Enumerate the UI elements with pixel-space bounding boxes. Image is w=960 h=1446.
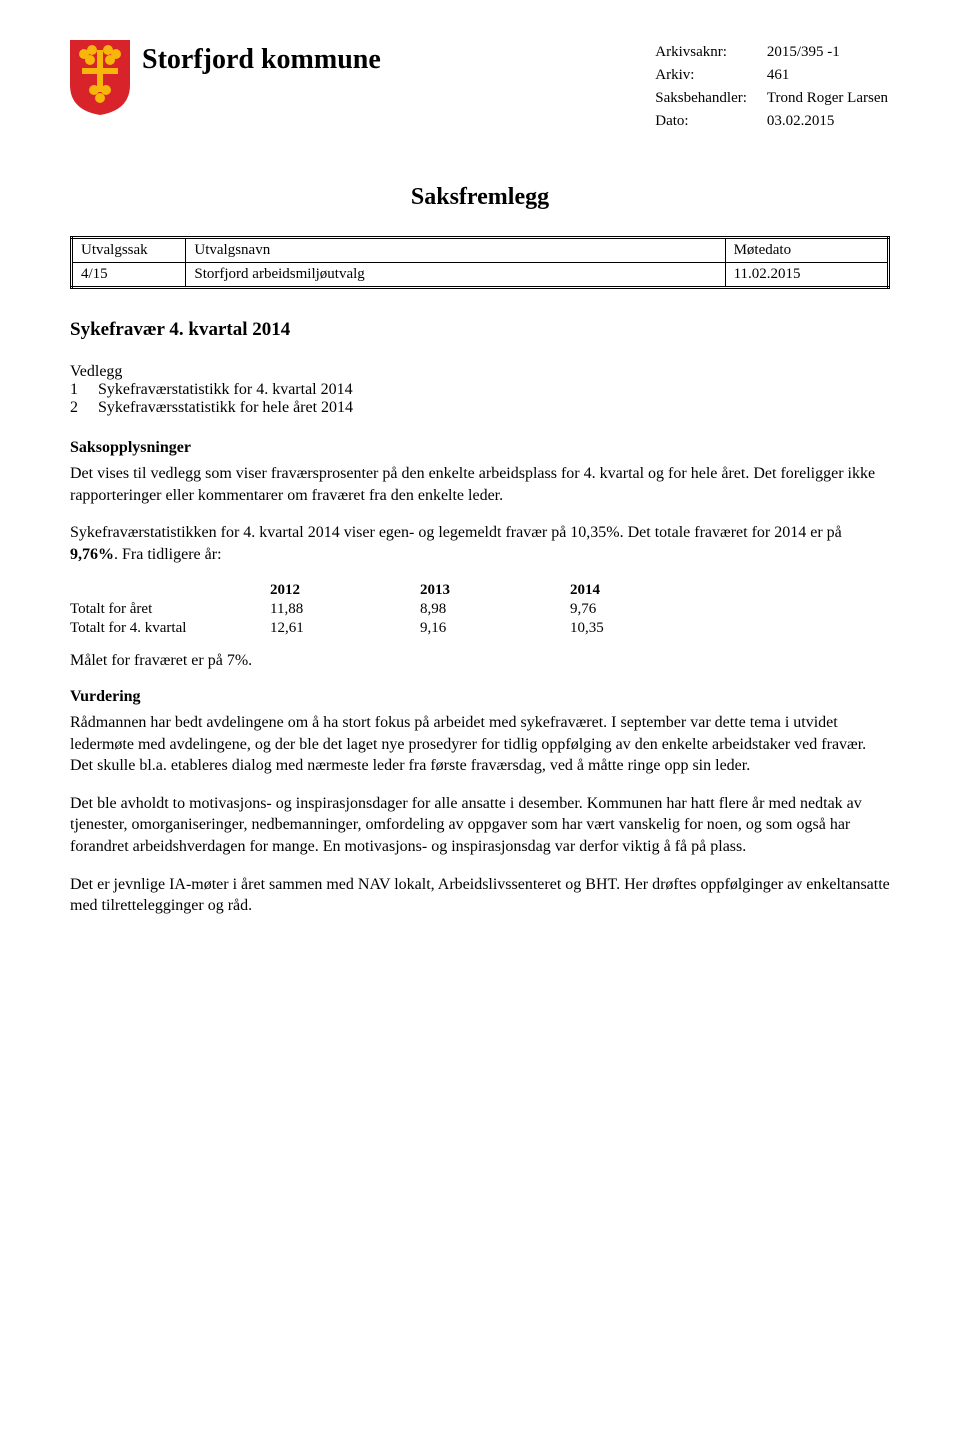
document-title: Saksfremlegg bbox=[70, 184, 890, 211]
vedlegg-text: Sykefraværstatistikk for 4. kvartal 2014 bbox=[98, 381, 353, 399]
stats-value: 9,16 bbox=[420, 619, 570, 638]
goal-line: Målet for fraværet er på 7%. bbox=[70, 650, 890, 672]
text-span: . Fra tidligere år: bbox=[114, 546, 222, 563]
table-header: Møtedato bbox=[725, 238, 888, 263]
meta-value: 461 bbox=[767, 65, 888, 86]
utvalg-table: Utvalgssak Utvalgsnavn Møtedato 4/15 Sto… bbox=[70, 236, 890, 289]
table-cell: 11.02.2015 bbox=[725, 263, 888, 288]
stats-year-header: 2014 bbox=[570, 581, 720, 600]
vedlegg-text: Sykefraværsstatistikk for hele året 2014 bbox=[98, 399, 353, 417]
saksopplysninger-heading: Saksopplysninger bbox=[70, 439, 890, 457]
stats-year-header: 2012 bbox=[270, 581, 420, 600]
bold-value: 9,76% bbox=[70, 546, 114, 563]
meta-value: 2015/395 -1 bbox=[767, 42, 888, 63]
organization-name: Storfjord kommune bbox=[142, 44, 381, 76]
meta-label: Arkiv: bbox=[655, 65, 765, 86]
document-metadata: Arkivsaknr: 2015/395 -1 Arkiv: 461 Saksb… bbox=[653, 40, 890, 134]
stats-value: 12,61 bbox=[270, 619, 420, 638]
table-header: Utvalgsnavn bbox=[186, 238, 725, 263]
stats-label: Totalt for 4. kvartal bbox=[70, 619, 270, 638]
vedlegg-section: Vedlegg 1 Sykefraværstatistikk for 4. kv… bbox=[70, 363, 890, 417]
paragraph: Sykefraværstatistikken for 4. kvartal 20… bbox=[70, 522, 890, 565]
vedlegg-item: 1 Sykefraværstatistikk for 4. kvartal 20… bbox=[70, 381, 890, 399]
document-header: Storfjord kommune Arkivsaknr: 2015/395 -… bbox=[70, 40, 890, 134]
header-left: Storfjord kommune bbox=[70, 40, 381, 115]
stats-table: 2012 2013 2014 Totalt for året 11,88 8,9… bbox=[70, 581, 720, 638]
stats-label: Totalt for året bbox=[70, 600, 270, 619]
table-row: 4/15 Storfjord arbeidsmiljøutvalg 11.02.… bbox=[72, 263, 889, 288]
stats-year-header: 2013 bbox=[420, 581, 570, 600]
vedlegg-item: 2 Sykefraværsstatistikk for hele året 20… bbox=[70, 399, 890, 417]
stats-value: 10,35 bbox=[570, 619, 720, 638]
vedlegg-number: 2 bbox=[70, 399, 98, 417]
meta-label: Dato: bbox=[655, 111, 765, 132]
meta-value: 03.02.2015 bbox=[767, 111, 888, 132]
stats-value: 8,98 bbox=[420, 600, 570, 619]
paragraph: Det er jevnlige IA-møter i året sammen m… bbox=[70, 874, 890, 917]
vedlegg-number: 1 bbox=[70, 381, 98, 399]
meta-label: Arkivsaknr: bbox=[655, 42, 765, 63]
meta-value: Trond Roger Larsen bbox=[767, 88, 888, 109]
vedlegg-heading: Vedlegg bbox=[70, 363, 890, 381]
meta-label: Saksbehandler: bbox=[655, 88, 765, 109]
stats-value: 9,76 bbox=[570, 600, 720, 619]
table-header: Utvalgssak bbox=[72, 238, 186, 263]
municipal-crest-icon bbox=[70, 40, 130, 115]
stats-empty-header bbox=[70, 581, 270, 600]
table-cell: Storfjord arbeidsmiljøutvalg bbox=[186, 263, 725, 288]
paragraph: Det vises til vedlegg som viser fraværsp… bbox=[70, 463, 890, 506]
stats-row: Totalt for 4. kvartal 12,61 9,16 10,35 bbox=[70, 619, 720, 638]
stats-value: 11,88 bbox=[270, 600, 420, 619]
stats-row: Totalt for året 11,88 8,98 9,76 bbox=[70, 600, 720, 619]
paragraph: Rådmannen har bedt avdelingene om å ha s… bbox=[70, 712, 890, 777]
text-span: Sykefraværstatistikken for 4. kvartal 20… bbox=[70, 524, 842, 541]
paragraph: Det ble avholdt to motivasjons- og inspi… bbox=[70, 793, 890, 858]
case-title: Sykefravær 4. kvartal 2014 bbox=[70, 319, 890, 341]
vurdering-heading: Vurdering bbox=[70, 688, 890, 706]
table-cell: 4/15 bbox=[72, 263, 186, 288]
